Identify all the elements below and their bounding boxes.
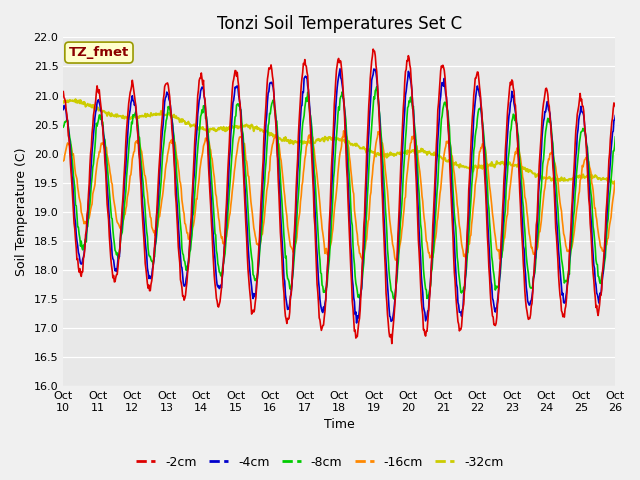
Title: Tonzi Soil Temperatures Set C: Tonzi Soil Temperatures Set C (217, 15, 462, 33)
Y-axis label: Soil Temperature (C): Soil Temperature (C) (15, 148, 28, 276)
X-axis label: Time: Time (324, 419, 355, 432)
Legend: -2cm, -4cm, -8cm, -16cm, -32cm: -2cm, -4cm, -8cm, -16cm, -32cm (131, 451, 509, 474)
Text: TZ_fmet: TZ_fmet (69, 46, 129, 59)
